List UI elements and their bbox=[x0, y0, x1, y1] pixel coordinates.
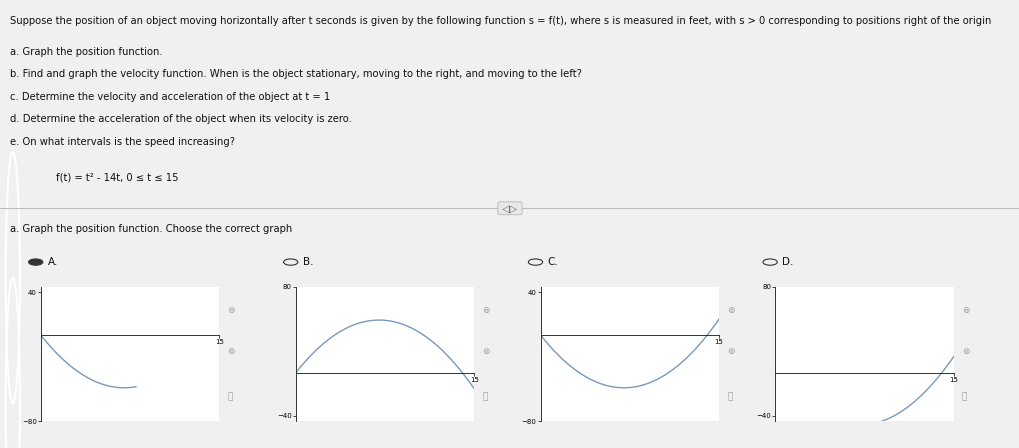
Text: ⬜: ⬜ bbox=[961, 392, 966, 401]
Text: ⬜: ⬜ bbox=[227, 392, 232, 401]
Text: ⊚: ⊚ bbox=[482, 306, 489, 315]
Text: C.: C. bbox=[547, 257, 558, 267]
Text: a. Graph the position function.: a. Graph the position function. bbox=[10, 47, 163, 57]
Text: Suppose the position of an object moving horizontally after t seconds is given b: Suppose the position of an object moving… bbox=[10, 16, 990, 26]
Text: ⊚: ⊚ bbox=[961, 306, 968, 315]
Text: ◁▷: ◁▷ bbox=[499, 203, 520, 213]
Text: D.: D. bbox=[782, 257, 793, 267]
Text: ⊚: ⊚ bbox=[727, 306, 734, 315]
Text: A.: A. bbox=[48, 257, 58, 267]
Text: e. On what intervals is the speed increasing?: e. On what intervals is the speed increa… bbox=[10, 137, 235, 146]
Text: ⬜: ⬜ bbox=[727, 392, 732, 401]
Text: a. Graph the position function. Choose the correct graph: a. Graph the position function. Choose t… bbox=[10, 224, 292, 234]
Text: d. Determine the acceleration of the object when its velocity is zero.: d. Determine the acceleration of the obj… bbox=[10, 114, 352, 124]
Text: ⊚: ⊚ bbox=[727, 347, 734, 356]
Text: f(t) = t² - 14t, 0 ≤ t ≤ 15: f(t) = t² - 14t, 0 ≤ t ≤ 15 bbox=[56, 172, 178, 182]
Text: ⊚: ⊚ bbox=[227, 306, 234, 315]
Text: c. Determine the velocity and acceleration of the object at t = 1: c. Determine the velocity and accelerati… bbox=[10, 92, 330, 102]
Text: ⊚: ⊚ bbox=[961, 347, 968, 356]
Text: ⊚: ⊚ bbox=[482, 347, 489, 356]
Text: ⬜: ⬜ bbox=[482, 392, 487, 401]
Text: ⊚: ⊚ bbox=[227, 347, 234, 356]
Text: B.: B. bbox=[303, 257, 313, 267]
Text: b. Find and graph the velocity function. When is the object stationary, moving t: b. Find and graph the velocity function.… bbox=[10, 69, 582, 79]
